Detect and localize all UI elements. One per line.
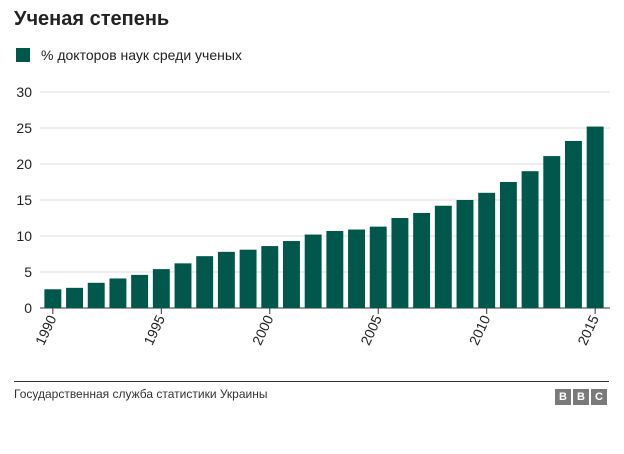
bbc-logo: B B C [555,389,607,405]
source-note: Государственная служба статистики Украин… [14,387,268,401]
legend-label: % докторов наук среди ученых [41,47,242,63]
bar-1995 [152,269,170,308]
bbc-logo-letter: B [573,389,589,405]
bar-2015 [586,126,604,308]
bar-2007 [413,212,431,308]
x-tick-label: 1990 [32,312,60,347]
bar-2008 [434,205,452,308]
bar-2004 [348,229,365,308]
x-tick-label: 2010 [466,312,494,347]
bbc-logo-letter: B [555,389,571,405]
x-tick-label: 2005 [357,312,385,347]
bar-2012 [521,171,539,308]
chart-title: Ученая степень [14,8,170,30]
legend-swatch [16,48,30,62]
legend: % докторов наук среди ученых [16,47,242,63]
x-tick-label: 2000 [249,312,277,347]
y-tick-label: 30 [16,84,32,100]
bar-1997 [196,256,214,308]
bar-2011 [499,182,517,308]
bar-chart: 0 5 10 15 20 25 30 1990 1995 2000 2005 2010 2015 [16,84,610,348]
y-tick-label: 15 [16,192,32,208]
bar-1998 [217,251,235,308]
x-tick-label: 2015 [574,312,602,347]
y-axis: 0 5 10 15 20 25 30 [16,84,32,316]
y-tick-label: 10 [16,228,32,244]
bbc-logo-letter: C [591,389,607,405]
bar-2000 [261,246,279,308]
x-tick-label: 1995 [140,312,168,347]
bar-1990 [44,289,62,308]
bar-1994 [131,274,149,308]
bar-2005 [369,226,387,308]
bar-2014 [565,140,582,308]
bar-1996 [174,263,192,308]
bar-2006 [391,218,409,308]
y-tick-label: 0 [24,300,32,316]
footer-divider [14,381,609,382]
bar-2001 [283,241,300,308]
bar-2013 [543,156,561,308]
bar-2002 [304,234,322,308]
y-tick-label: 25 [16,120,32,136]
bar-2010 [478,192,496,308]
bars [44,126,604,308]
bar-1999 [239,249,257,308]
x-axis: 1990 1995 2000 2005 2010 2015 [32,308,602,348]
y-tick-label: 20 [16,156,32,172]
bar-1993 [109,278,127,308]
bar-1992 [87,282,105,308]
bar-2003 [326,230,344,308]
bar-2009 [456,200,474,308]
bar-1991 [66,287,83,308]
y-tick-label: 5 [24,264,32,280]
